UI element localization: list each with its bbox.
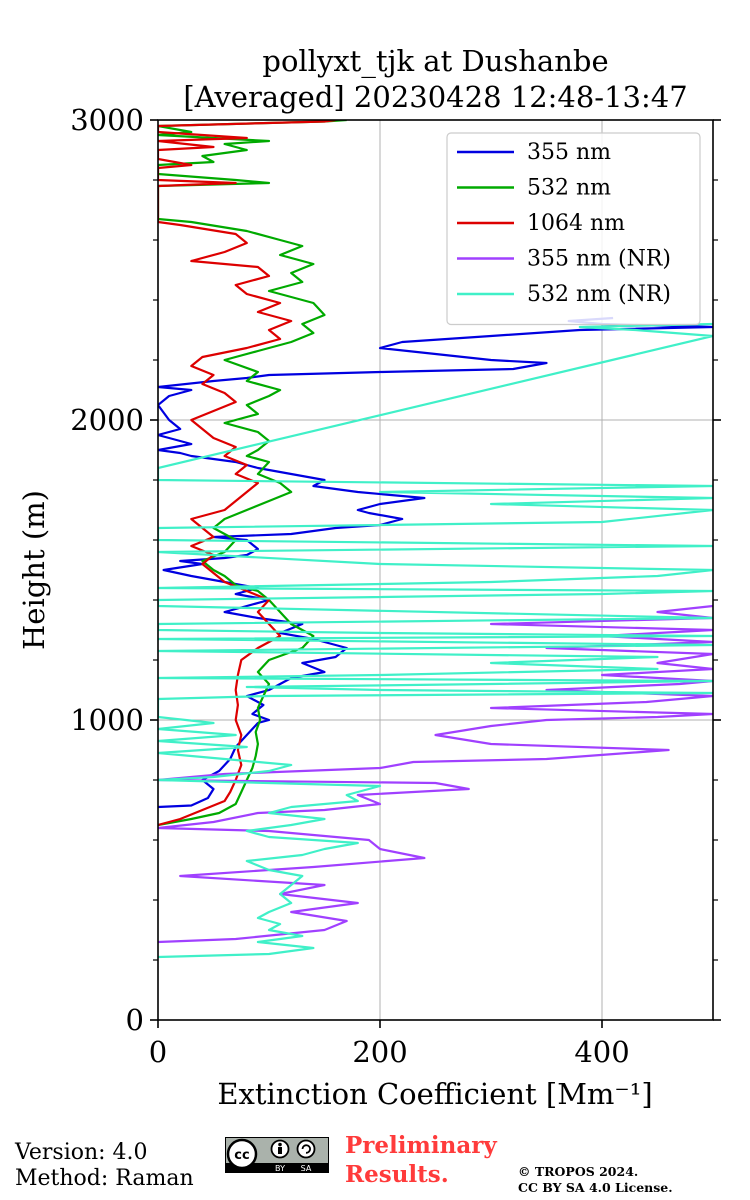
y-tick-label: 3000 bbox=[70, 103, 144, 137]
series-line-355-nm bbox=[158, 316, 713, 809]
legend-label: 532 nm (NR) bbox=[527, 282, 671, 307]
cc-text: cc bbox=[234, 1148, 249, 1163]
plot-frame bbox=[157, 119, 714, 1021]
y-tick-label: 2000 bbox=[70, 403, 144, 437]
legend-label: 355 nm bbox=[527, 140, 611, 165]
series-line-1064-nm bbox=[158, 120, 336, 827]
copyright-notice: © TROPOS 2024. CC BY SA 4.0 License. bbox=[518, 1164, 673, 1196]
sa-icon bbox=[296, 1139, 316, 1159]
sa-text: SA bbox=[301, 1164, 312, 1173]
x-tick-label: 400 bbox=[574, 1035, 629, 1069]
chart-title-line2: [Averaged] 20230428 12:48-13:47 bbox=[183, 80, 688, 114]
preliminary-line2: Results. bbox=[345, 1161, 449, 1188]
x-tick-label: 0 bbox=[149, 1035, 167, 1069]
legend: 355 nm 532 nm 1064 nm 355 nm (NR) 532 nm (NR… bbox=[446, 132, 701, 326]
preliminary-line1: Preliminary bbox=[345, 1132, 497, 1159]
cc-icon bbox=[226, 1138, 258, 1170]
series-line-355-nm-nr- bbox=[158, 604, 713, 944]
cc-license-badge: cc BY SA bbox=[225, 1137, 329, 1173]
series-line-532-nm-nr- bbox=[158, 322, 713, 959]
y-tick-label: 1000 bbox=[70, 703, 144, 737]
by-text: BY bbox=[275, 1164, 285, 1173]
y-axis-label: Height (m) bbox=[17, 490, 51, 650]
series-line-532-nm bbox=[158, 120, 347, 827]
legend-label: 1064 nm bbox=[527, 211, 625, 236]
series-group bbox=[158, 120, 713, 959]
chart-title-line1: pollyxt_tjk at Dushanbe bbox=[262, 44, 609, 78]
legend-label: 355 nm (NR) bbox=[527, 247, 671, 272]
y-tick-label: 0 bbox=[126, 1003, 144, 1037]
preliminary-notice: Preliminary Results. bbox=[345, 1131, 497, 1189]
copyright-line1: © TROPOS 2024. bbox=[518, 1164, 639, 1179]
version-label: Version: 4.0 bbox=[15, 1140, 148, 1165]
legend-box bbox=[446, 132, 701, 326]
method-label: Method: Raman bbox=[15, 1166, 194, 1191]
legend-label: 532 nm bbox=[527, 176, 611, 201]
copyright-line2: CC BY SA 4.0 License. bbox=[518, 1180, 673, 1195]
axis-ticks: 0 200 400 0 1000 2000 3000 bbox=[70, 103, 721, 1069]
x-tick-label: 200 bbox=[352, 1035, 407, 1069]
x-axis-label: Extinction Coefficient [Mm⁻¹] bbox=[217, 1077, 652, 1111]
